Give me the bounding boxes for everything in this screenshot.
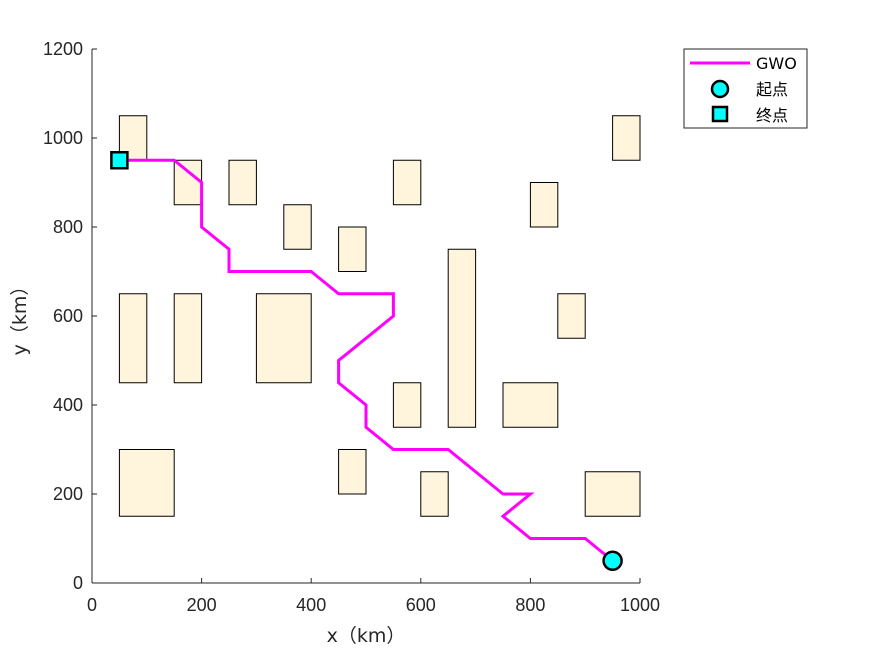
marker-layer xyxy=(110,151,623,571)
x-tick-label: 800 xyxy=(515,595,545,615)
obstacle-rect xyxy=(338,226,367,272)
obstacle-rect xyxy=(557,293,586,339)
legend-start-marker xyxy=(710,79,730,99)
legend-end-label: 终点 xyxy=(756,106,788,125)
obstacle-layer xyxy=(118,115,641,517)
obstacle-rect xyxy=(392,382,422,428)
obstacle-rect xyxy=(612,115,641,161)
obstacle-rect xyxy=(529,182,559,228)
y-tick-label: 800 xyxy=(53,217,83,237)
y-tick-label: 0 xyxy=(73,573,83,593)
obstacle-rect xyxy=(118,293,148,384)
axes: 0 200 400 600 800 1000 0 200 400 600 800 1000 1200 xyxy=(43,39,660,615)
obstacle-rect xyxy=(338,449,367,495)
obstacle-rect xyxy=(118,449,175,517)
legend-gwo-label: GWO xyxy=(756,54,797,73)
obstacle-rect xyxy=(173,159,203,206)
obstacle-rect xyxy=(447,248,477,428)
x-tick-label: 600 xyxy=(406,595,436,615)
x-tick-label: 1000 xyxy=(620,595,660,615)
obstacle-rect xyxy=(392,159,422,206)
obstacle-rect xyxy=(173,293,203,384)
x-axis-label: x（km） xyxy=(327,625,406,647)
y-tick-label: 400 xyxy=(53,395,83,415)
legend-start-label: 起点 xyxy=(756,80,788,99)
obstacle-rect xyxy=(255,293,312,384)
x-tick-label: 200 xyxy=(187,595,217,615)
obstacle-rect xyxy=(283,204,312,250)
gwo-path-line xyxy=(119,158,614,562)
end-point-marker xyxy=(110,151,129,170)
y-tick-label: 1200 xyxy=(43,39,83,59)
legend-end-marker xyxy=(711,105,729,123)
obstacle-rect xyxy=(584,471,641,517)
x-tick-label: 0 xyxy=(87,595,97,615)
y-axis-label: y（km） xyxy=(9,277,31,356)
path-layer xyxy=(119,158,614,562)
start-point-marker xyxy=(602,550,623,571)
obstacle-rect xyxy=(228,159,257,206)
obstacle-rect xyxy=(502,382,559,428)
legend: GWO 起点 终点 xyxy=(683,48,808,129)
y-tick-label: 1000 xyxy=(43,128,83,148)
obstacle-rect xyxy=(420,471,449,517)
y-tick-label: 600 xyxy=(53,306,83,326)
x-tick-label: 400 xyxy=(296,595,326,615)
y-tick-label: 200 xyxy=(53,484,83,504)
